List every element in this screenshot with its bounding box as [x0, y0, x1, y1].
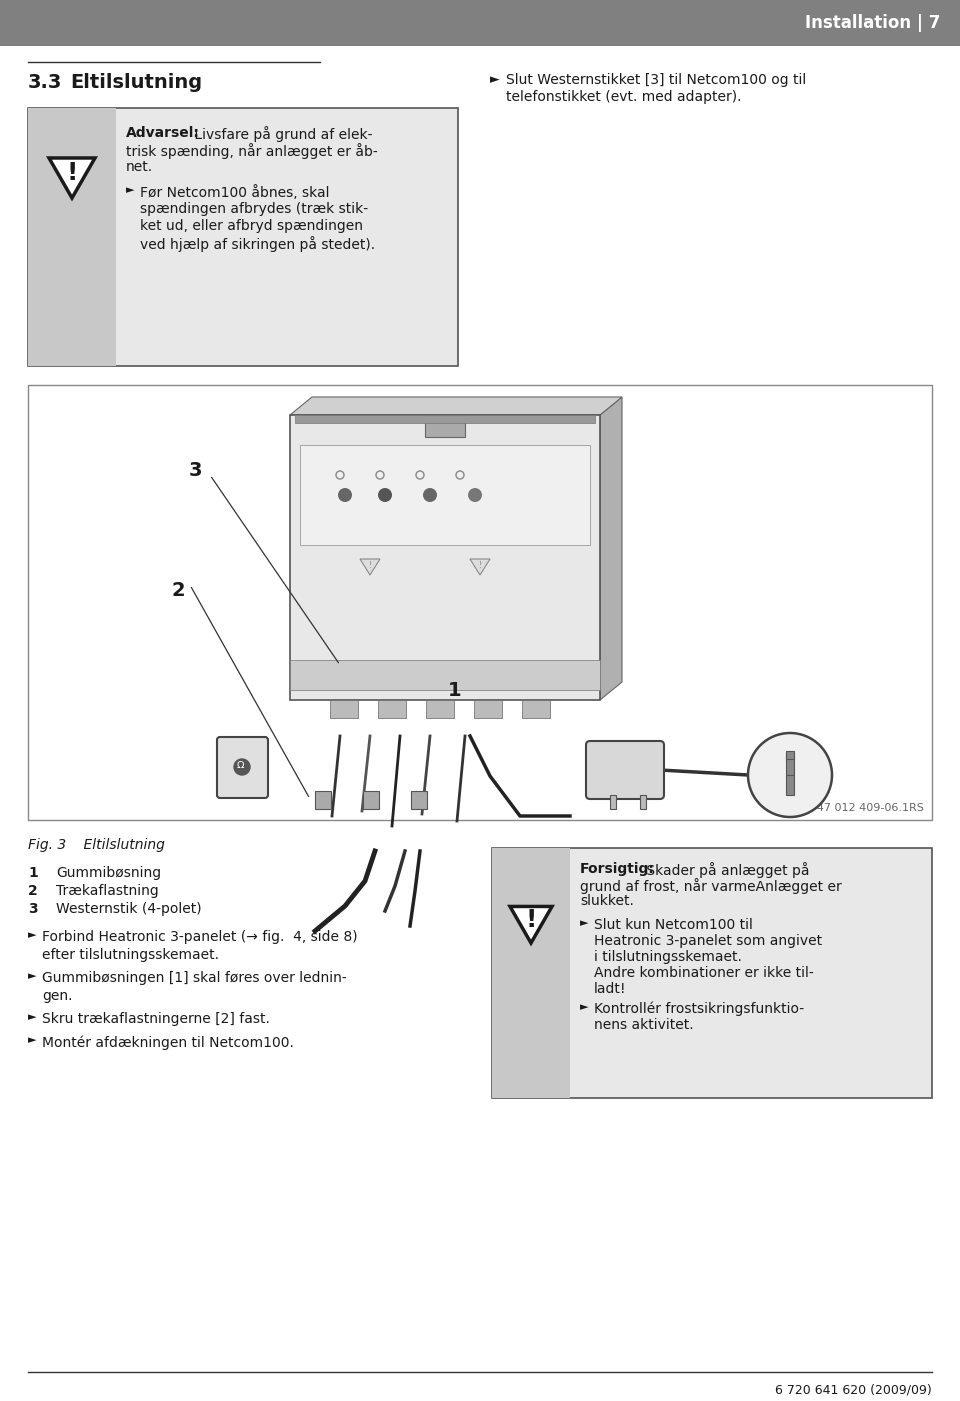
Text: ►: ►: [28, 1035, 36, 1045]
Text: ►: ►: [490, 73, 499, 87]
Bar: [786, 775, 794, 794]
Bar: [28, 385, 932, 820]
Text: telefonstikket (evt. med adapter).: telefonstikket (evt. med adapter).: [506, 90, 741, 104]
Bar: [786, 751, 794, 759]
FancyBboxPatch shape: [586, 741, 664, 799]
Circle shape: [378, 488, 392, 502]
Bar: [28, 108, 116, 366]
Text: 1: 1: [28, 866, 37, 880]
Text: ►: ►: [580, 918, 588, 927]
Text: 1: 1: [448, 681, 462, 699]
Text: 3: 3: [28, 902, 37, 916]
Text: net.: net.: [126, 160, 154, 174]
Text: Slut Westernstikket [3] til Netcom100 og til: Slut Westernstikket [3] til Netcom100 og…: [506, 73, 806, 87]
Text: Gummibøsningen [1] skal føres over lednin-: Gummibøsningen [1] skal føres over ledni…: [42, 971, 347, 985]
Text: Heatronic 3-panelet som angivet: Heatronic 3-panelet som angivet: [594, 934, 822, 948]
Polygon shape: [600, 396, 622, 700]
Text: Kontrollér frostsikringsfunktio-: Kontrollér frostsikringsfunktio-: [594, 1002, 804, 1017]
FancyBboxPatch shape: [217, 737, 268, 799]
Text: Forbind Heatronic 3-panelet (→ fig.  4, side 8): Forbind Heatronic 3-panelet (→ fig. 4, s…: [42, 930, 358, 944]
Text: gen.: gen.: [42, 989, 73, 1003]
Bar: [640, 794, 646, 808]
Bar: [330, 700, 358, 717]
Circle shape: [748, 733, 832, 817]
Text: Slut kun Netcom100 til: Slut kun Netcom100 til: [594, 918, 753, 932]
Text: !: !: [525, 908, 537, 932]
Text: Gummibøsning: Gummibøsning: [56, 866, 161, 880]
Bar: [28, 108, 458, 366]
Bar: [411, 792, 427, 808]
Text: Trækaflastning: Trækaflastning: [56, 884, 158, 898]
Polygon shape: [510, 906, 552, 943]
Text: slukket.: slukket.: [580, 894, 634, 908]
Text: 7 747 012 409-06.1RS: 7 747 012 409-06.1RS: [799, 803, 924, 813]
Text: Advarsel:: Advarsel:: [126, 126, 200, 140]
Text: nens aktivitet.: nens aktivitet.: [594, 1019, 694, 1033]
Text: !: !: [478, 560, 482, 569]
Text: Ω: Ω: [236, 759, 244, 771]
Bar: [786, 755, 794, 775]
Text: !: !: [66, 161, 78, 185]
Circle shape: [423, 488, 437, 502]
Text: Westernstik (4-polet): Westernstik (4-polet): [56, 902, 202, 916]
Bar: [492, 848, 932, 1098]
Text: Fig. 3: Fig. 3: [28, 838, 66, 852]
Text: Forsigtig:: Forsigtig:: [580, 862, 655, 876]
Text: ved hjælp af sikringen på stedet).: ved hjælp af sikringen på stedet).: [140, 235, 375, 252]
Bar: [363, 792, 379, 808]
Text: !: !: [369, 560, 372, 569]
Text: 6 720 641 620 (2009/09): 6 720 641 620 (2009/09): [776, 1384, 932, 1397]
Text: ladt!: ladt!: [594, 982, 627, 996]
Text: ►: ►: [28, 1012, 36, 1021]
Bar: [426, 700, 454, 717]
Text: trisk spænding, når anlægget er åb-: trisk spænding, når anlægget er åb-: [126, 143, 377, 158]
Bar: [474, 700, 502, 717]
Circle shape: [468, 488, 482, 502]
Text: Skru trækaflastningerne [2] fast.: Skru trækaflastningerne [2] fast.: [42, 1012, 270, 1026]
Text: Før Netcom100 åbnes, skal: Før Netcom100 åbnes, skal: [140, 185, 329, 200]
Bar: [290, 415, 600, 700]
Polygon shape: [470, 559, 490, 574]
Text: Montér afdækningen til Netcom100.: Montér afdækningen til Netcom100.: [42, 1035, 294, 1049]
Bar: [425, 415, 465, 437]
Text: Eltilslutning: Eltilslutning: [66, 838, 165, 852]
Text: 2: 2: [28, 884, 37, 898]
Text: ►: ►: [126, 185, 134, 195]
Text: ket ud, eller afbryd spændingen: ket ud, eller afbryd spændingen: [140, 219, 363, 233]
Text: grund af frost, når varmeAnlægget er: grund af frost, når varmeAnlægget er: [580, 878, 842, 894]
Circle shape: [234, 759, 250, 775]
Bar: [0, 0, 960, 46]
Bar: [295, 415, 595, 423]
Text: 3: 3: [188, 461, 202, 479]
Text: spændingen afbrydes (træk stik-: spændingen afbrydes (træk stik-: [140, 202, 368, 216]
Circle shape: [338, 488, 352, 502]
Text: Skader på anlægget på: Skader på anlægget på: [642, 862, 809, 878]
Text: Livsfare på grund af elek-: Livsfare på grund af elek-: [190, 126, 372, 142]
Text: ►: ►: [580, 1002, 588, 1012]
Text: efter tilslutningsskemaet.: efter tilslutningsskemaet.: [42, 948, 219, 962]
Bar: [378, 700, 406, 717]
Polygon shape: [49, 158, 95, 198]
Text: i tilslutningsskemaet.: i tilslutningsskemaet.: [594, 950, 742, 964]
Text: Installation | 7: Installation | 7: [804, 14, 940, 32]
Text: 3.3: 3.3: [28, 73, 62, 91]
Text: ►: ►: [28, 930, 36, 940]
Bar: [290, 660, 600, 691]
Text: ►: ►: [28, 971, 36, 981]
Bar: [522, 700, 550, 717]
Polygon shape: [360, 559, 380, 574]
Bar: [610, 794, 616, 808]
Bar: [315, 792, 331, 808]
Text: Andre kombinationer er ikke til-: Andre kombinationer er ikke til-: [594, 967, 814, 981]
Bar: [492, 848, 570, 1098]
Text: 2: 2: [171, 580, 185, 600]
Bar: [300, 446, 590, 545]
Text: Eltilslutning: Eltilslutning: [70, 73, 203, 91]
Polygon shape: [290, 396, 622, 415]
